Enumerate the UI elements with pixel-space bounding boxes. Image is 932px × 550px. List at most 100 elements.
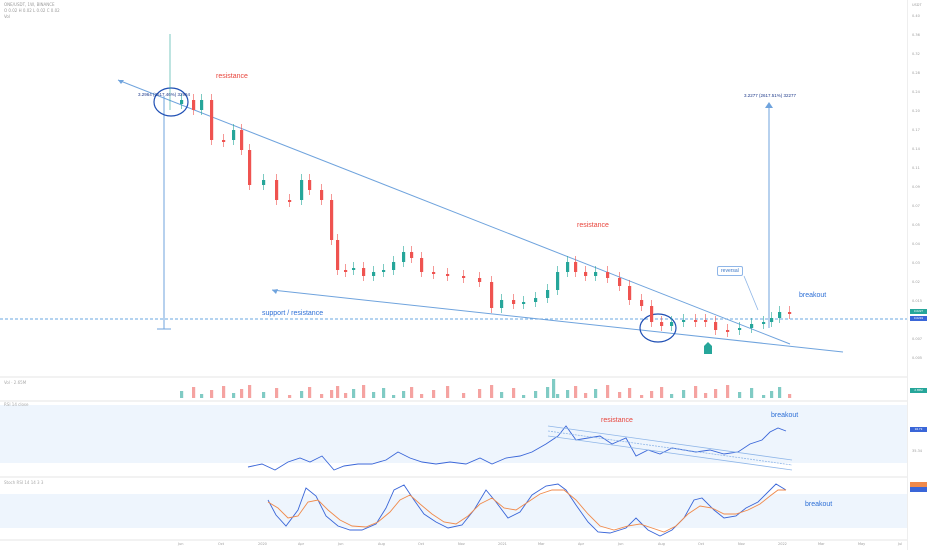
volume-bar — [248, 385, 252, 398]
candle-body — [180, 100, 184, 104]
candle-body — [682, 320, 686, 322]
volume-bar — [446, 386, 450, 398]
volume-bar — [704, 393, 708, 398]
volume-bar — [192, 387, 196, 398]
annotation-breakout-price[interactable]: breakout — [799, 292, 827, 299]
price-axis[interactable] — [907, 0, 932, 550]
bottom-highlight-circle[interactable] — [639, 313, 677, 343]
annotation-breakout-stoch[interactable]: breakout — [805, 501, 833, 508]
candle-body — [650, 306, 654, 322]
rsi-line — [247, 425, 787, 471]
price-tick: 0.40 — [912, 14, 920, 18]
measure-right-label: 3.2277 (2617.51%) 32277 — [744, 93, 797, 98]
candle-body — [330, 200, 334, 240]
time-tick: Nov — [458, 542, 465, 546]
stoch-d-tag — [910, 482, 927, 487]
candle-body — [738, 328, 742, 330]
annotation-breakout-rsi[interactable]: breakout — [771, 412, 799, 419]
volume-bar — [288, 395, 292, 398]
price-tick: 0.005 — [912, 356, 923, 360]
price-tick: 0.20 — [912, 109, 920, 113]
candle-body — [704, 320, 708, 322]
time-tick: Jun — [338, 542, 344, 546]
time-tick: Jun — [618, 542, 624, 546]
annotation-resistance-rsi[interactable]: resistance — [601, 417, 633, 424]
volume-bar — [300, 391, 304, 398]
volume-bar — [522, 395, 526, 398]
candle-body — [248, 150, 252, 185]
volume-bar — [534, 391, 538, 398]
volume-indicator-title: Vol — [4, 14, 10, 19]
volume-bar — [240, 389, 244, 398]
volume-value-tag: 2.65M — [910, 388, 927, 393]
candle-body — [372, 272, 376, 276]
current-price-tag-2: 0.0219 — [910, 316, 927, 321]
candle-body — [714, 322, 718, 330]
candle-body — [770, 318, 774, 322]
candle-body — [546, 290, 550, 298]
volume-bar — [574, 386, 578, 398]
volume-bar — [714, 389, 718, 398]
price-tick: 0.24 — [912, 90, 920, 94]
time-tick: May — [858, 542, 866, 546]
rsi-panel-label[interactable]: RSI 14 close — [4, 402, 29, 407]
time-tick: Aug — [378, 542, 385, 546]
volume-bar — [372, 392, 376, 398]
volume-bar — [670, 394, 674, 398]
candle-body — [490, 282, 494, 308]
chart-symbol-title[interactable]: ONE/USDT, 1W, BINANCE — [4, 2, 55, 7]
candle-body — [778, 312, 782, 318]
candle-body — [200, 100, 204, 110]
candle-body — [566, 262, 570, 272]
volume-bar — [606, 385, 610, 398]
price-tick: 0.04 — [912, 242, 920, 246]
price-tick: 0.36 — [912, 33, 920, 37]
volume-bar — [788, 394, 792, 398]
candle-body — [500, 300, 504, 308]
volume-panel-label[interactable]: Vol · 2.65M — [4, 380, 27, 385]
candle-body — [606, 272, 610, 278]
price-tick: 0.11 — [912, 166, 920, 170]
top-highlight-circle[interactable] — [153, 87, 189, 117]
annotation-support-resistance[interactable]: support / resistance — [262, 310, 324, 317]
candlestick-series — [169, 34, 792, 337]
volume-bar — [594, 389, 598, 398]
volume-bar — [726, 385, 730, 398]
price-tick: 0.007 — [912, 337, 923, 341]
annotation-reversal[interactable]: reversal — [717, 266, 743, 276]
time-tick: Oct — [418, 542, 425, 546]
volume-bar — [320, 394, 324, 398]
volume-bar — [546, 387, 550, 398]
annotation-resistance-top[interactable]: resistance — [216, 73, 248, 80]
candle-body — [344, 270, 348, 272]
candle-body — [210, 100, 214, 140]
volume-bar — [420, 394, 424, 398]
volume-bar — [552, 379, 556, 398]
candle-body — [556, 272, 560, 290]
volume-bar — [778, 387, 782, 398]
volume-bar — [402, 391, 406, 398]
volume-bar — [556, 394, 560, 398]
candle-body — [222, 140, 226, 142]
volume-bar — [275, 388, 279, 398]
volume-bar — [650, 391, 654, 398]
price-axis-unit: USDT — [912, 3, 922, 7]
volume-bar — [490, 385, 494, 398]
annotation-resistance-mid[interactable]: resistance — [577, 222, 609, 229]
candle-body — [584, 272, 588, 276]
stoch-panel-label[interactable]: Stoch RSI 14 14 3 3 — [4, 480, 44, 485]
time-tick: Mar — [818, 542, 825, 546]
resistance-trendline[interactable] — [117, 79, 791, 345]
volume-bar — [628, 388, 632, 398]
candle-body — [594, 272, 598, 276]
volume-bar — [762, 395, 766, 398]
volume-bar — [336, 386, 340, 398]
support-trendline[interactable] — [271, 289, 844, 353]
price-tick: 0.03 — [912, 261, 920, 265]
candle-body — [462, 276, 466, 278]
rsi-channel — [547, 425, 793, 471]
reversal-pointer — [743, 275, 759, 311]
volume-bar — [210, 390, 214, 398]
stoch-band — [0, 494, 907, 528]
